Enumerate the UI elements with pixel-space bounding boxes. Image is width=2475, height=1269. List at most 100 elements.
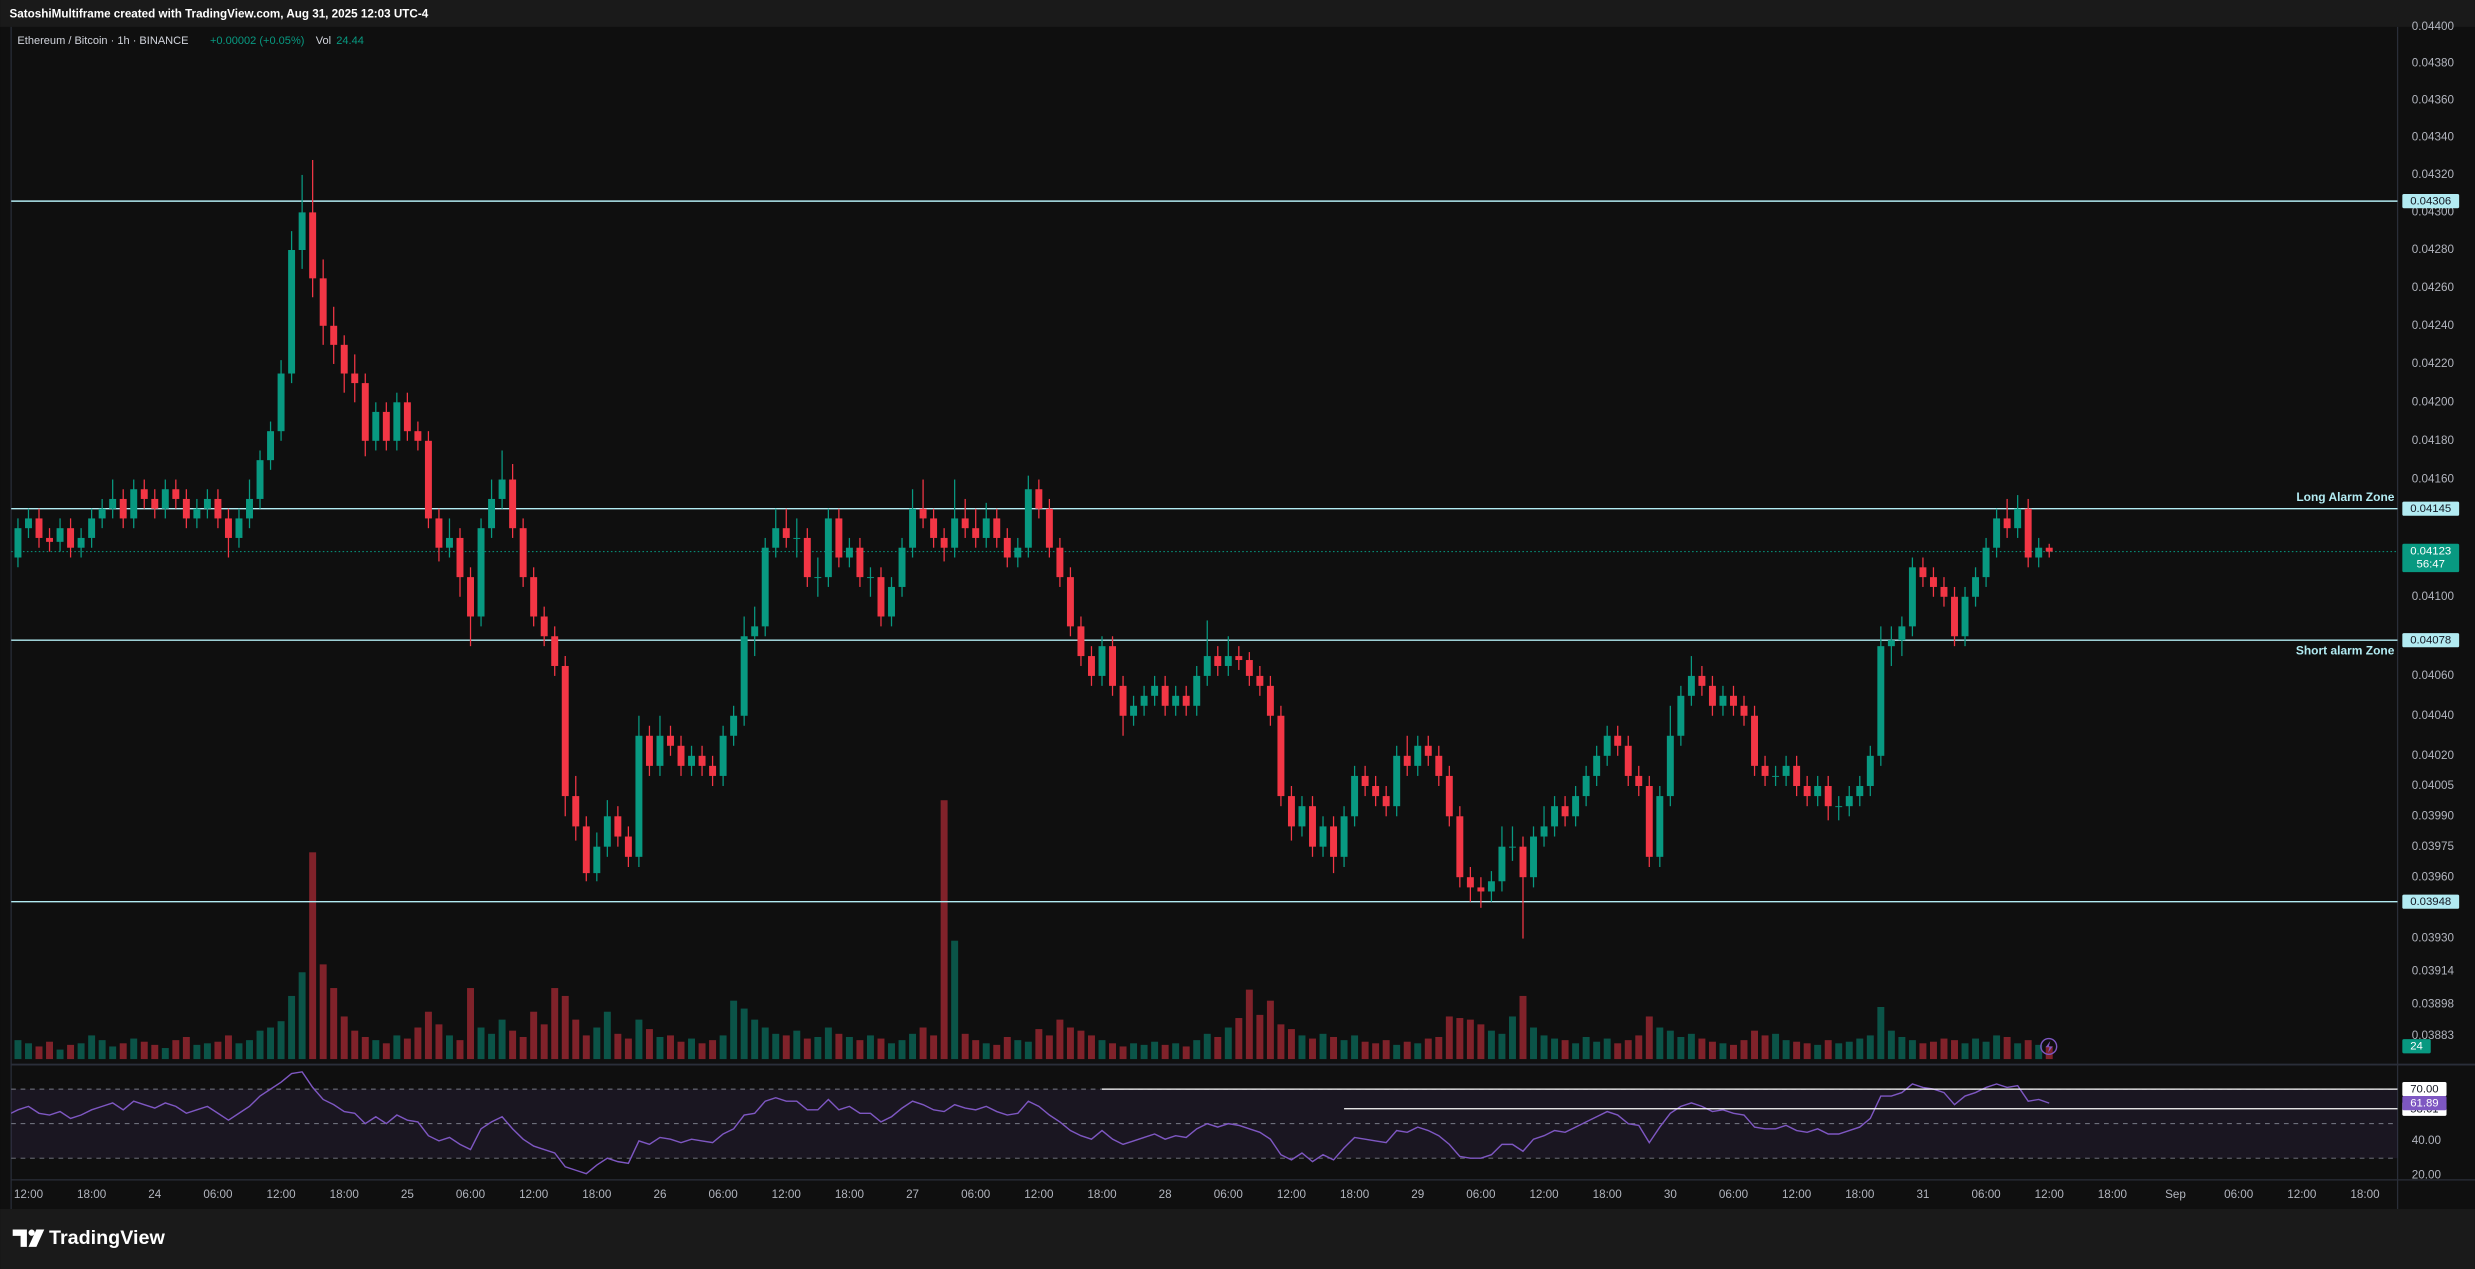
- y-tick-label: 0.04040: [2412, 709, 2455, 722]
- x-tick-label: 30: [1664, 1188, 1677, 1201]
- volume-bar: [909, 1033, 917, 1060]
- volume-bar: [1193, 1040, 1201, 1060]
- candle-body: [740, 636, 748, 716]
- candle-body: [1835, 806, 1843, 808]
- volume-bar: [1140, 1044, 1148, 1060]
- candle-body: [1614, 735, 1622, 746]
- volume-bar: [1003, 1036, 1011, 1060]
- volume-bar: [1635, 1035, 1643, 1060]
- volume-bar: [1372, 1043, 1380, 1060]
- volume-bar: [1172, 1043, 1180, 1060]
- footer-bar: [0, 1209, 2475, 1269]
- volume-bar: [656, 1036, 664, 1060]
- volume-bar: [319, 964, 327, 1060]
- candle-body: [1319, 826, 1327, 847]
- candle-body: [656, 735, 664, 766]
- candle-body: [1151, 685, 1159, 696]
- volume-bar: [1435, 1036, 1443, 1060]
- volume-bar: [898, 1040, 906, 1060]
- candle-body: [1677, 695, 1685, 736]
- candle-body: [267, 431, 275, 461]
- volume-bar: [1940, 1038, 1948, 1060]
- volume-bar: [288, 995, 296, 1060]
- candle-body: [445, 537, 453, 548]
- volume-bar: [88, 1035, 96, 1060]
- candle-body: [635, 735, 643, 857]
- volume-bar: [25, 1043, 32, 1060]
- x-tick-label: Sep: [2165, 1188, 2186, 1201]
- candle-body: [224, 518, 232, 538]
- candle-body: [277, 373, 285, 432]
- candle-body: [1993, 518, 2001, 548]
- candle-body: [2024, 508, 2032, 558]
- symbol-legend: Ethereum / Bitcoin · 1h · BINANCE: [17, 35, 188, 47]
- volume-bar: [667, 1035, 674, 1060]
- y-tick-label: 0.04180: [2412, 434, 2455, 447]
- volume-bar: [372, 1040, 380, 1060]
- volume-bar: [803, 1038, 811, 1060]
- volume-bar: [572, 1019, 580, 1060]
- candle-body: [824, 518, 832, 578]
- candle-body: [1856, 785, 1864, 797]
- x-tick-label: 12:00: [1529, 1188, 1559, 1201]
- candle-body: [1908, 567, 1916, 627]
- y-tick-label: 0.04300: [2412, 205, 2455, 218]
- candle-body: [1066, 577, 1074, 627]
- candle-body: [1624, 745, 1632, 776]
- volume-bar: [382, 1043, 390, 1060]
- volume-bar: [477, 1027, 485, 1060]
- candle-body: [1761, 765, 1769, 776]
- price-tag-label: 0.04123: [2410, 546, 2451, 558]
- volume-bar: [1403, 1041, 1411, 1060]
- candle-body: [930, 518, 938, 538]
- rsi-level-tag-label: 70.00: [2410, 1084, 2438, 1096]
- candle-body: [172, 489, 180, 499]
- candle-body: [519, 528, 527, 578]
- volume-bar: [1098, 1040, 1106, 1060]
- volume-bar: [1887, 1030, 1895, 1060]
- volume-bar: [445, 1035, 453, 1060]
- candle-body: [1877, 646, 1885, 756]
- candle-body: [1498, 846, 1506, 882]
- x-tick-label: 12:00: [772, 1188, 802, 1201]
- volume-bar: [719, 1035, 727, 1060]
- candle-body: [1772, 775, 1780, 777]
- volume-tag-label: 24: [2410, 1041, 2423, 1053]
- candle-body: [1982, 547, 1990, 578]
- candle-body: [540, 616, 548, 637]
- volume-bar: [1666, 1030, 1674, 1060]
- volume-bar: [866, 1035, 874, 1060]
- volume-bar: [1077, 1030, 1085, 1060]
- y-tick-label: 0.03975: [2412, 840, 2454, 853]
- candle-body: [1656, 796, 1664, 857]
- rsi-line: [11, 1071, 2050, 1175]
- candle-body: [593, 846, 601, 874]
- x-tick-label: 12:00: [1277, 1188, 1307, 1201]
- volume-bar: [46, 1041, 54, 1060]
- candle-body: [1561, 806, 1569, 817]
- volume-bar: [1161, 1044, 1169, 1060]
- candle-body: [1119, 685, 1127, 716]
- x-tick-label: 18:00: [835, 1188, 865, 1201]
- candle-body: [1077, 626, 1085, 657]
- candle-body: [972, 528, 980, 538]
- candle-body: [730, 715, 738, 736]
- candle-body: [645, 735, 653, 766]
- volume-tag: [2402, 1039, 2431, 1054]
- volume-bar: [2045, 1046, 2053, 1060]
- x-tick-label: 06:00: [203, 1188, 233, 1201]
- volume-bar: [1414, 1043, 1422, 1060]
- candle-body: [1014, 547, 1022, 558]
- candle-body: [551, 636, 559, 666]
- volume-bar: [1856, 1038, 1864, 1060]
- volume-bar: [467, 988, 474, 1060]
- candle-body: [561, 665, 569, 797]
- candle-body: [688, 755, 696, 766]
- volume-bar: [2024, 1040, 2032, 1060]
- candle-body: [1698, 675, 1706, 686]
- volume-legend-value: 24.44: [336, 35, 364, 47]
- candle-body: [1045, 508, 1053, 548]
- candle-body: [667, 735, 674, 746]
- volume-bar: [340, 1016, 348, 1060]
- volume-bar: [393, 1035, 401, 1060]
